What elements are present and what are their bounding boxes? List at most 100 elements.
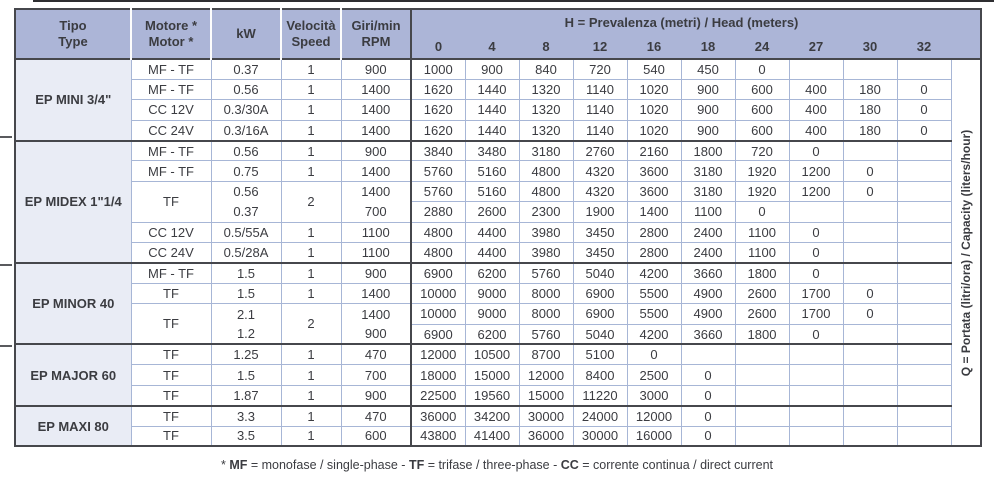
head-col-30: 30 [843, 36, 897, 59]
cell-capacity-value [896, 242, 952, 264]
footnote-segment: = trifase / three-phase - [424, 458, 561, 472]
cell-capacity-value: 0 [788, 221, 844, 244]
cell-capacity-value: 9000 [464, 303, 520, 325]
cell-capacity-value [788, 343, 844, 366]
cell-capacity-value: 8000 [518, 303, 574, 325]
cell-speed: 1 [280, 119, 342, 142]
cell-kw: 1.5 [210, 282, 282, 305]
cell-capacity-value: 0 [734, 201, 790, 223]
cell-capacity-value: 5760 [518, 323, 574, 345]
cell-kw: 2.1 [210, 303, 282, 325]
cell-capacity-value: 1920 [734, 160, 790, 182]
cell-capacity-value: 3980 [518, 221, 574, 244]
cell-kw: 3.5 [210, 425, 282, 447]
cell-capacity-value: 1140 [572, 119, 628, 142]
table-row: TF 1.87 1 900 22500 19560 15000 11220 3000 0 [15, 384, 981, 407]
cell-capacity-value: 0 [896, 119, 952, 142]
cell-capacity-value [896, 343, 952, 366]
cell-capacity-value [788, 201, 844, 223]
cell-capacity-value: 5100 [572, 343, 628, 366]
cell-capacity-value: 540 [626, 58, 682, 80]
footnote-segment: * [220, 458, 230, 472]
cell-capacity-value [734, 343, 790, 366]
cell-capacity-value: 5040 [572, 323, 628, 345]
cell-capacity-value [896, 405, 952, 427]
section-name-cell: EP MAXI 80 [14, 405, 132, 447]
cell-speed: 1 [280, 343, 342, 366]
cell-capacity-value: 3600 [626, 180, 682, 203]
cell-capacity-value: 0 [626, 343, 682, 366]
page-edge-tick [0, 136, 12, 138]
cell-capacity-value: 0 [896, 78, 952, 101]
cell-capacity-value [842, 242, 898, 264]
table-row: EP MAXI 80 TF 3.3 1 470 36000 34200 30000 24000 1… [14, 405, 982, 447]
pump-capacity-table: Tipo Type Motore * Motor * kW Velocità Spee… [14, 8, 983, 448]
header-row-head-values: 0 4 8 12 16 18 24 27 30 32 [15, 36, 981, 59]
cell-kw: 1.2 [210, 323, 282, 345]
cell-capacity-value: 2600 [734, 282, 790, 305]
cell-capacity-value: 1100 [680, 201, 736, 223]
cell-capacity-value: 4900 [680, 282, 736, 305]
cell-capacity-value: 600 [734, 99, 790, 121]
cell-capacity-value: 12000 [626, 405, 682, 427]
cell-capacity-value: 720 [734, 140, 790, 162]
cell-capacity-value: 1020 [626, 99, 682, 121]
head-col-32: 32 [897, 36, 952, 59]
cell-capacity-value: 1020 [626, 78, 682, 101]
cell-capacity-value: 4320 [572, 160, 628, 182]
table-row: CC 12V 0.3/30A 1 1400 1620 1440 1320 1140 1020 90… [15, 99, 981, 121]
cell-capacity-value: 1200 [788, 180, 844, 203]
cell-capacity-value: 1700 [788, 282, 844, 305]
cell-speed: 1 [280, 262, 342, 284]
cell-kw: 1.87 [210, 384, 282, 407]
cell-capacity-value [734, 364, 790, 386]
cell-capacity-value [896, 282, 952, 305]
cell-rpm: 900 [340, 140, 412, 162]
cell-capacity-value: 2400 [680, 221, 736, 244]
cell-capacity-value: 4800 [410, 242, 466, 264]
cell-capacity-value: 0 [788, 262, 844, 284]
cell-speed: 1 [280, 78, 342, 101]
head-col-18: 18 [681, 36, 735, 59]
table-row: 1.2 900 6900 6200 5760 5040 4200 3660 1800 0 [15, 323, 981, 345]
cell-capacity-value: 2300 [518, 201, 574, 223]
cell-kw: 0.3/16A [210, 119, 282, 142]
cell-kw: 0.3/30A [210, 99, 282, 121]
cell-capacity-value [788, 425, 844, 447]
cell-capacity-value: 5760 [518, 262, 574, 284]
cell-capacity-value: 2600 [734, 303, 790, 325]
cell-capacity-value: 6900 [410, 262, 466, 284]
cell-capacity-value: 36000 [518, 425, 574, 447]
cell-speed: 1 [280, 160, 342, 182]
cell-capacity-value: 1100 [734, 242, 790, 264]
cell-rpm: 900 [340, 58, 412, 80]
page-edge-artifact-top [33, 0, 994, 2]
cell-capacity-value: 0 [680, 405, 736, 427]
cell-capacity-value: 2800 [626, 242, 682, 264]
cell-capacity-value: 4400 [464, 242, 520, 264]
cell-rpm: 470 [340, 343, 412, 366]
cell-capacity-value [842, 58, 898, 80]
cell-rpm: 1400 [340, 180, 412, 202]
cell-capacity-value [842, 221, 898, 244]
cell-capacity-value: 600 [734, 119, 790, 142]
cell-capacity-value: 1320 [518, 78, 574, 101]
cell-motor: CC 12V [130, 99, 212, 121]
col-header-motore: Motore * Motor * [130, 9, 211, 59]
cell-capacity-value: 3980 [518, 242, 574, 264]
table-body: EP MINI 3/4" MF - TF 0.37 1 900 1000 900 840 720… [14, 58, 982, 447]
table-row: TF 1.5 1 1400 10000 9000 8000 6900 5500 4900 2600 1… [15, 282, 981, 305]
cell-capacity-value: 34200 [464, 405, 520, 427]
cell-capacity-value: 1800 [734, 262, 790, 284]
cell-capacity-value [734, 384, 790, 407]
head-col-16: 16 [627, 36, 681, 59]
cell-capacity-value: 1920 [734, 180, 790, 203]
cell-capacity-value [680, 343, 736, 366]
cell-capacity-value: 6900 [410, 323, 466, 345]
cell-capacity-value: 1440 [464, 99, 520, 121]
cell-motor: CC 24V [130, 242, 212, 264]
cell-capacity-value: 3480 [464, 140, 520, 162]
cell-capacity-value: 4200 [626, 262, 682, 284]
cell-capacity-value: 3450 [572, 221, 628, 244]
cell-kw: 0.56 [210, 180, 282, 202]
